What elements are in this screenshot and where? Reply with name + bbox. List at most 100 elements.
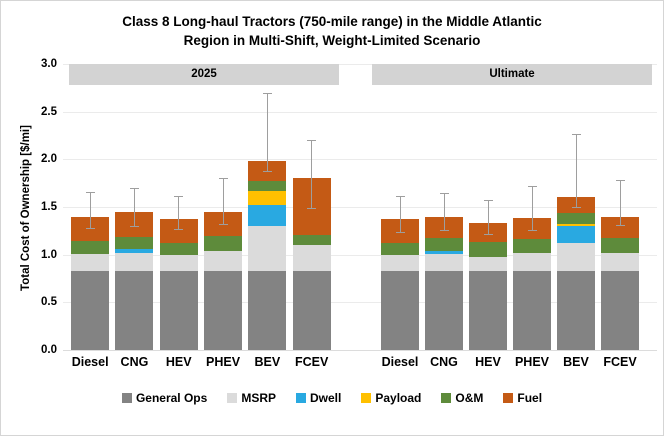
error-bar-cap xyxy=(439,192,449,194)
y-tick-label: 0.5 xyxy=(41,296,57,309)
error-bar-cap xyxy=(129,187,139,189)
bar-segment-msrp xyxy=(292,245,331,271)
gridline xyxy=(63,302,657,304)
gridline xyxy=(63,64,657,65)
bar-segment-general-ops xyxy=(513,270,551,350)
bar-segment-msrp xyxy=(204,250,243,271)
bar-segment-general-ops xyxy=(71,270,110,350)
bar-segment-o-m xyxy=(204,235,243,251)
legend-item-dwell: Dwell xyxy=(296,391,341,405)
bar-segment-general-ops xyxy=(159,270,198,350)
error-bar-cap xyxy=(615,180,625,182)
legend-swatch-o-m xyxy=(441,393,452,403)
bar-segment-msrp xyxy=(601,252,639,271)
legend-swatch-general-ops xyxy=(121,393,132,403)
bar-segment-msrp xyxy=(513,252,551,271)
error-bar-cap xyxy=(571,207,581,208)
bar-segment-o-m xyxy=(71,241,110,254)
error-bar-cap xyxy=(174,195,184,197)
y-tick-label: 2.5 xyxy=(41,105,57,118)
bar-segment-general-ops xyxy=(557,270,595,350)
x-category-label: CNG xyxy=(120,355,149,369)
bar-segment-general-ops xyxy=(601,270,639,350)
legend-label-msrp: MSRP xyxy=(241,391,276,405)
legend-label-fuel: Fuel xyxy=(517,391,543,405)
bar-segment-msrp xyxy=(71,253,110,271)
error-bar-cap xyxy=(307,207,317,209)
x-category-label: Diesel xyxy=(381,355,419,369)
bar-segment-payload xyxy=(557,224,595,227)
x-category-label: HEV xyxy=(165,355,192,369)
y-tick-label: 2.0 xyxy=(41,153,57,166)
error-bar-cap xyxy=(571,133,581,135)
error-bar xyxy=(575,133,577,207)
legend-item-payload: Payload xyxy=(361,391,421,405)
legend-swatch-payload xyxy=(361,393,372,403)
error-bar xyxy=(89,191,91,228)
legend-swatch-fuel xyxy=(503,393,514,403)
bar-segment-general-ops xyxy=(248,270,287,350)
error-bar xyxy=(443,192,445,230)
y-tick-label: 1.5 xyxy=(41,201,57,213)
error-bar-cap xyxy=(439,229,449,231)
bar-segment-general-ops xyxy=(381,270,419,350)
chart-title-line2: Region in Multi-Shift, Weight-Limited Sc… xyxy=(183,33,481,48)
gridline xyxy=(63,111,657,113)
bar-segment-msrp xyxy=(425,253,463,271)
error-bar-cap xyxy=(483,200,493,202)
x-category-label: PHEV xyxy=(514,355,550,369)
error-bar-cap xyxy=(262,92,272,94)
panel-header-ultimate: Ultimate xyxy=(372,64,652,85)
error-bar-cap xyxy=(527,186,537,188)
legend-label-payload: Payload xyxy=(375,391,422,405)
bar-segment-general-ops xyxy=(292,270,331,350)
error-bar-cap xyxy=(85,227,95,229)
error-bar xyxy=(266,92,268,171)
error-bar xyxy=(178,195,180,229)
bar-segment-o-m xyxy=(159,243,198,255)
y-tick-label: 0.0 xyxy=(41,344,57,356)
x-category-label: HEV xyxy=(475,355,501,369)
error-bar xyxy=(487,200,489,234)
bar-segment-msrp xyxy=(381,254,419,271)
error-bar-cap xyxy=(483,233,493,235)
bar-segment-o-m xyxy=(115,236,154,249)
error-bar xyxy=(531,186,533,230)
bar-segment-general-ops xyxy=(204,270,243,350)
error-bar-cap xyxy=(262,170,272,172)
error-bar-cap xyxy=(218,224,228,226)
error-bar-cap xyxy=(129,226,139,228)
error-bar-cap xyxy=(307,140,317,142)
panel-header-2025: 2025 xyxy=(69,64,339,85)
error-bar xyxy=(133,187,135,227)
bar-segment-fuel xyxy=(159,219,198,244)
error-bar-cap xyxy=(174,228,184,230)
legend-swatch-dwell xyxy=(296,393,306,403)
bar-segment-o-m xyxy=(425,238,463,251)
error-bar-cap xyxy=(218,178,228,180)
x-category-label: PHEV xyxy=(206,355,241,369)
bar-segment-dwell xyxy=(557,226,595,244)
error-bar xyxy=(222,178,224,225)
legend-label-general-ops: General Ops xyxy=(135,391,208,405)
bar-segment-o-m xyxy=(292,234,331,246)
bar-segment-msrp xyxy=(115,252,154,271)
gridline xyxy=(63,254,657,256)
bar-segment-msrp xyxy=(469,256,507,271)
error-bar-cap xyxy=(615,225,625,227)
bar-segment-general-ops xyxy=(115,270,154,350)
bar-segment-o-m xyxy=(513,239,551,253)
bar-segment-fuel xyxy=(601,216,639,238)
gridline xyxy=(63,159,657,161)
bar-segment-msrp xyxy=(159,254,198,271)
legend-item-o-m: O&M xyxy=(441,391,483,405)
x-axis-line xyxy=(63,350,657,351)
error-bar xyxy=(399,195,401,232)
bar-segment-general-ops xyxy=(425,270,463,350)
bar-segment-general-ops xyxy=(469,270,507,350)
legend-item-msrp: MSRP xyxy=(227,391,276,405)
legend-label-o-m: O&M xyxy=(455,391,484,405)
bar-segment-msrp xyxy=(248,226,287,271)
bar-segment-o-m xyxy=(601,237,639,253)
